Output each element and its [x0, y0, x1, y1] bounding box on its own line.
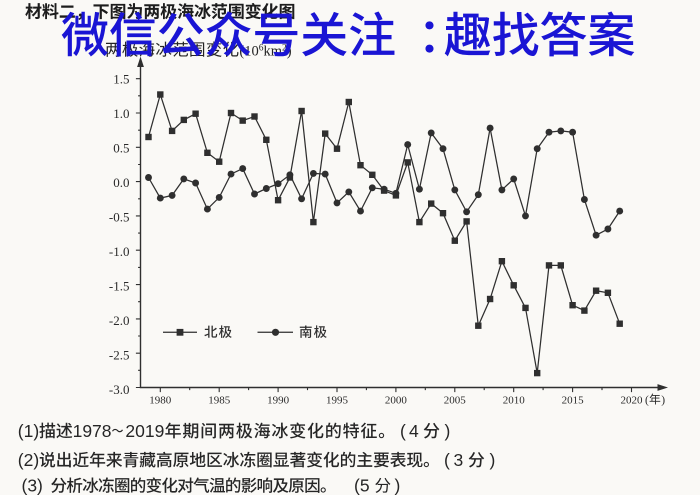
svg-text:3: 3 [454, 450, 464, 470]
svg-text:(2): (2) [18, 450, 39, 470]
svg-text:2015: 2015 [562, 395, 585, 407]
svg-text:1990: 1990 [267, 395, 290, 407]
svg-text:(5: (5 [354, 476, 370, 495]
svg-text:-1.0: -1.0 [109, 244, 130, 259]
svg-text:2010: 2010 [503, 395, 526, 407]
svg-text:1985: 1985 [208, 395, 231, 407]
svg-text:-2.0: -2.0 [109, 313, 130, 328]
svg-text:2019: 2019 [125, 421, 164, 441]
svg-text:2000: 2000 [385, 395, 408, 407]
svg-text:): ) [661, 395, 665, 407]
svg-text:-0.5: -0.5 [109, 209, 130, 224]
svg-text:4: 4 [409, 421, 419, 441]
svg-text:2005: 2005 [444, 395, 467, 407]
svg-text:-1.5: -1.5 [109, 279, 130, 294]
svg-text:0.5: 0.5 [113, 140, 129, 155]
svg-text:1995: 1995 [326, 395, 349, 407]
svg-text:1.5: 1.5 [113, 71, 129, 86]
svg-text:1.0: 1.0 [113, 106, 129, 121]
svg-text:(: ( [400, 421, 406, 441]
svg-text:): ) [395, 476, 401, 495]
svg-text:-3.0: -3.0 [109, 382, 130, 397]
svg-text:): ) [490, 450, 496, 470]
svg-text:(3): (3) [22, 476, 43, 495]
svg-text:1980: 1980 [149, 395, 172, 407]
svg-text:0.0: 0.0 [113, 175, 129, 190]
svg-text:(: ( [444, 450, 450, 470]
svg-text:(1): (1) [18, 421, 39, 441]
svg-text:1978: 1978 [73, 421, 112, 441]
svg-text:-2.5: -2.5 [109, 348, 130, 363]
svg-text:2020: 2020 [621, 395, 644, 407]
svg-text:): ) [445, 421, 451, 441]
svg-text:(: ( [645, 395, 649, 407]
